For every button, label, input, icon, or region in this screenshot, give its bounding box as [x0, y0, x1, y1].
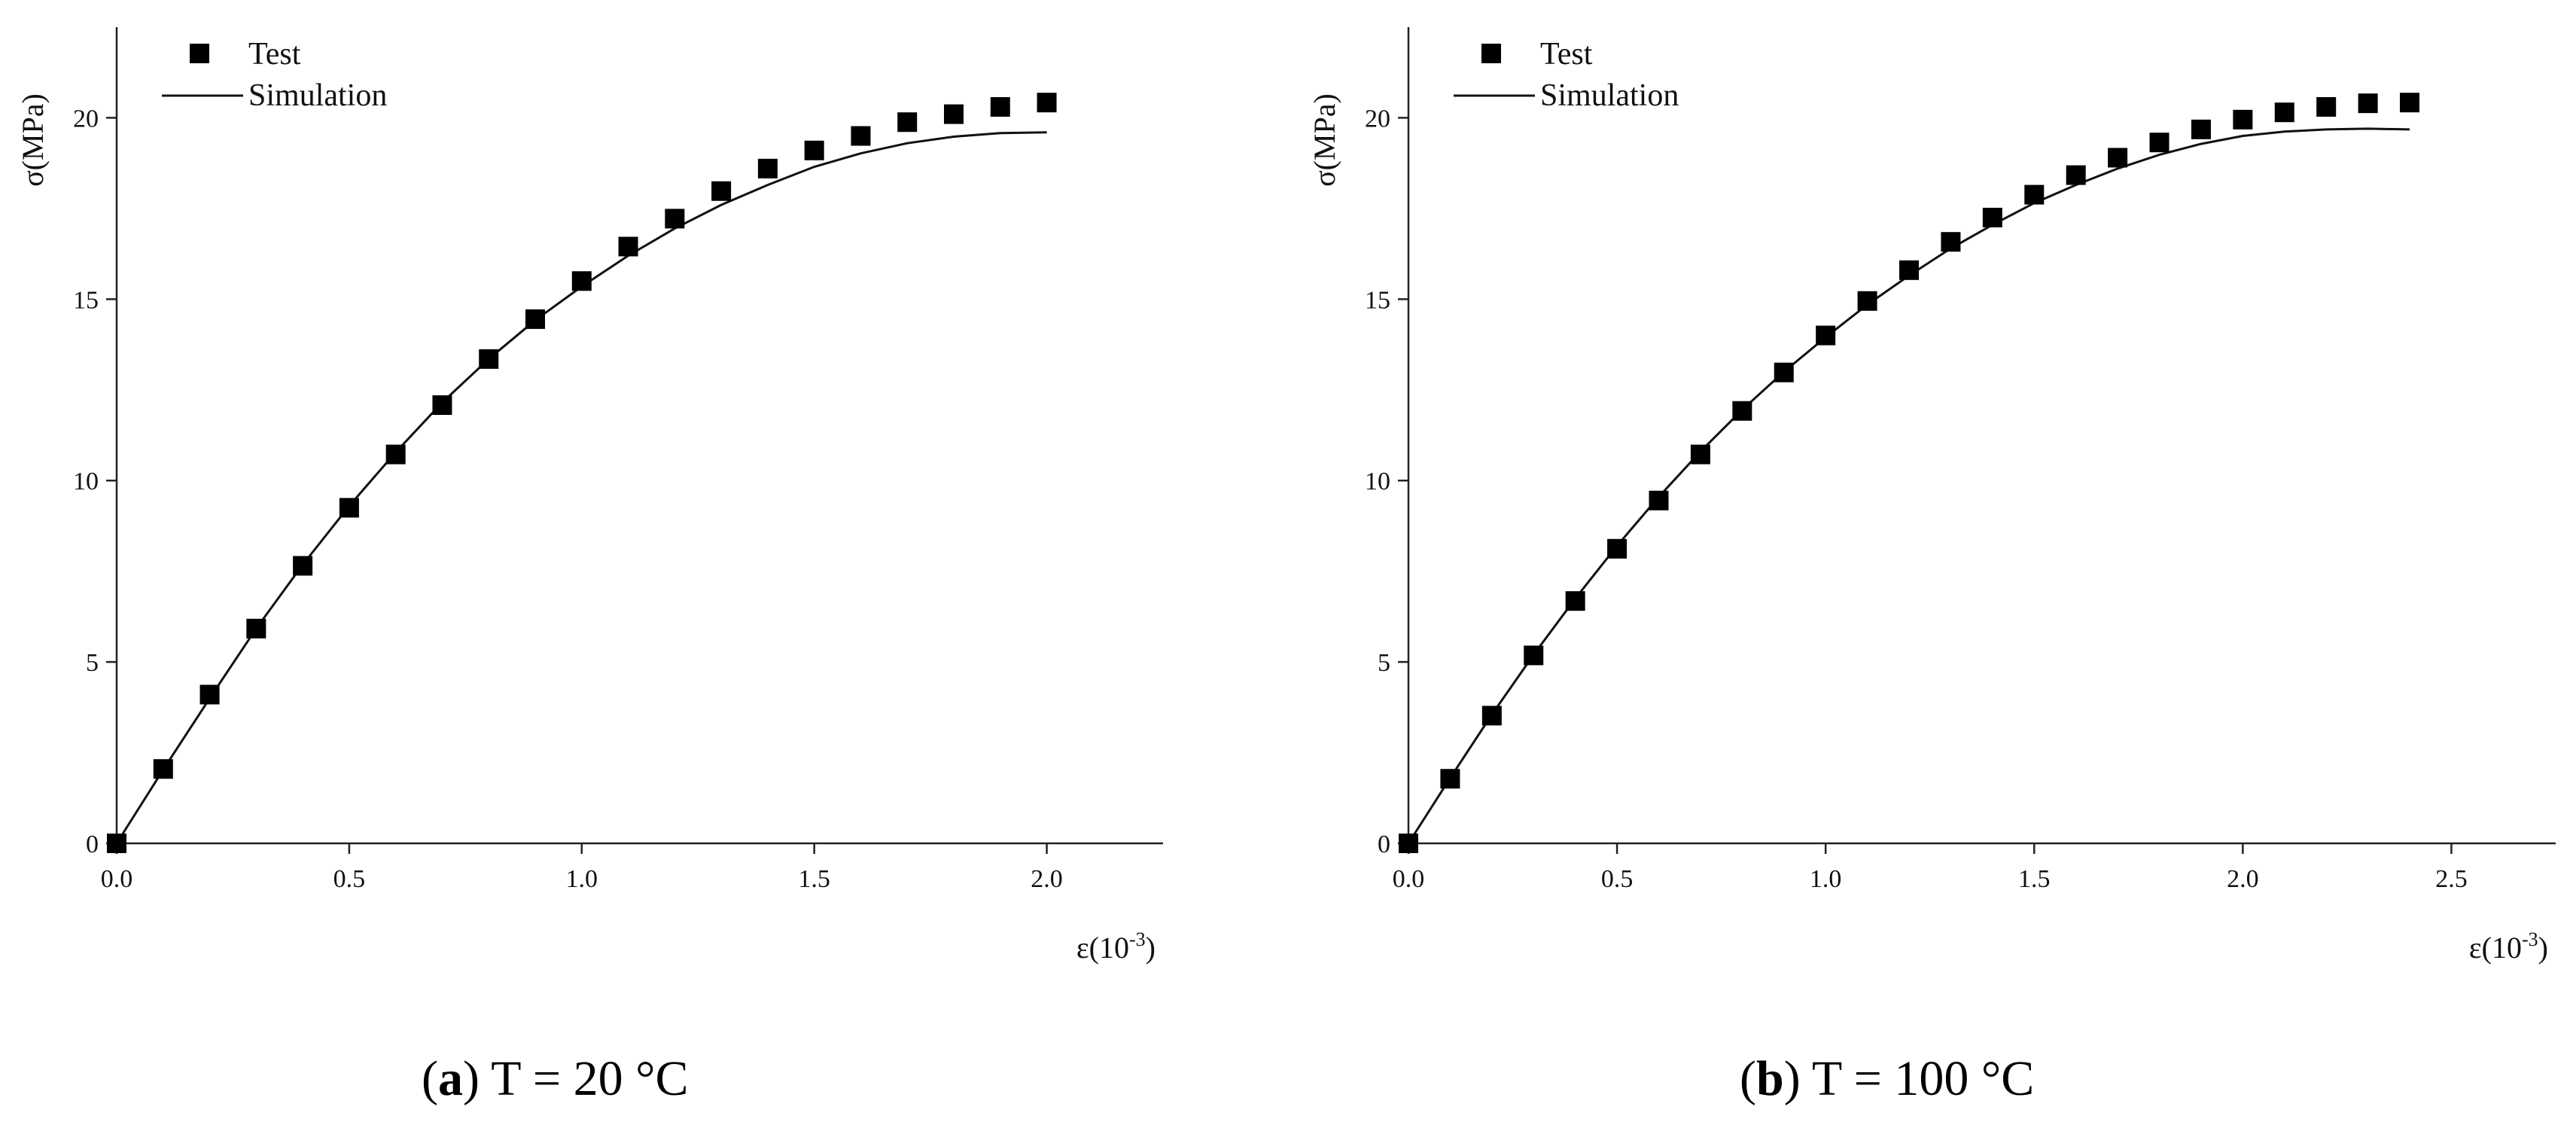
chart-b-test-point — [1399, 834, 1418, 853]
chart-b-legend-simulation-label: Simulation — [1540, 78, 1679, 113]
chart-a-test-point — [804, 140, 824, 160]
chart-b-y-tick-label: 5 — [1378, 649, 1390, 677]
chart-panel-a: 0.0 0.5 1.0 1.5 2.0 0 5 10 15 20 σ(MPa) ε(10-3) Test… — [16, 27, 1163, 1106]
chart-b-test-point — [1857, 291, 1877, 311]
chart-a-test-point — [199, 684, 220, 705]
chart-b-test-point — [2024, 184, 2045, 205]
chart-b-test-point — [1607, 538, 1628, 559]
chart-b-test-point — [2358, 93, 2378, 114]
chart-a-legend-simulation-label: Simulation — [248, 78, 387, 113]
chart-a-test-point — [385, 444, 406, 465]
chart-a-test-point — [293, 556, 313, 576]
caption-b: (b) T = 100 °C — [1740, 1051, 2035, 1106]
chart-a-svg: 0.0 0.5 1.0 1.5 2.0 0 5 10 15 20 σ(MPa) ε(10-3) Test… — [16, 27, 1163, 965]
chart-b-legend-test-marker — [1481, 44, 1501, 63]
chart-b-y-tick-label: 0 — [1378, 831, 1390, 858]
chart-b-test-point — [1649, 490, 1669, 511]
chart-b-legend-test-label: Test — [1540, 37, 1593, 72]
chart-a-legend-test-label: Test — [248, 37, 301, 72]
chart-b-test-point — [1899, 260, 1920, 280]
chart-b-x-tick-label: 1.5 — [2018, 865, 2051, 893]
chart-a-y-tick-label: 0 — [86, 831, 99, 858]
chart-b-y-tick-label: 15 — [1365, 286, 1390, 314]
chart-a-test-point — [897, 112, 918, 133]
chart-b-x-tick-label: 0.5 — [1601, 865, 1634, 893]
chart-a-y-tick-label: 20 — [73, 105, 99, 133]
caption-a: (a) T = 20 °C — [422, 1051, 689, 1106]
chart-b-test-point — [1941, 232, 1961, 252]
chart-b-test-point — [2149, 133, 2170, 153]
chart-b-test-point — [2274, 102, 2294, 123]
chart-b-test-point — [2191, 119, 2211, 139]
caption-b-label: b — [1755, 1051, 1784, 1106]
chart-a-simulation-line — [115, 131, 1047, 844]
chart-b-svg: 0.0 0.5 1.0 1.5 2.0 2.5 0 5 10 15 20 σ(MPa) ε(10-3) T… — [1308, 27, 2556, 965]
chart-a-test-point — [571, 271, 592, 291]
chart-b-x-tick-label: 2.0 — [2227, 865, 2259, 893]
chart-panel-b: 0.0 0.5 1.0 1.5 2.0 2.5 0 5 10 15 20 σ(MPa) ε(10-3) T… — [1288, 0, 2576, 1137]
chart-b-test-point — [2066, 165, 2086, 185]
chart-b-test-point — [2400, 93, 2420, 113]
chart-b-x-tick-label: 0.0 — [1393, 865, 1425, 893]
chart-a-test-point — [665, 209, 685, 229]
chart-b-y-tick-label: 20 — [1365, 105, 1390, 133]
chart-a-test-point — [339, 498, 359, 518]
chart-b-test-point — [2108, 148, 2128, 168]
chart-b-test-point — [1774, 362, 1794, 383]
chart-a-x-tick-label: 0.5 — [333, 865, 366, 893]
chart-a-test-point — [711, 181, 732, 201]
chart-a-test-point — [107, 834, 126, 853]
chart-b-y-axis-title: σ(MPa) — [1308, 93, 1341, 187]
chart-b-test-point — [1690, 444, 1710, 465]
chart-b-test-point — [1982, 207, 2002, 227]
chart-a-y-tick-label: 15 — [73, 286, 99, 314]
chart-a-test-point — [944, 104, 964, 124]
chart-b-x-tick-label: 2.5 — [2435, 865, 2468, 893]
chart-b-test-point — [1481, 706, 1502, 726]
chart-a-y-tick-label: 5 — [86, 649, 99, 677]
caption-b-text: T = 100 °C — [1812, 1051, 2035, 1106]
chart-a-test-point — [432, 395, 452, 416]
caption-a-text: T = 20 °C — [491, 1051, 689, 1106]
chart-a-y-tick-label: 10 — [73, 468, 99, 495]
chart-a-test-point — [1037, 93, 1057, 113]
chart-b-y-tick-label: 10 — [1365, 468, 1390, 495]
chart-b-test-point — [1440, 769, 1460, 789]
chart-a-test-point — [990, 96, 1010, 117]
chart-b-test-point — [2233, 109, 2253, 130]
chart-b-test-point — [1565, 591, 1585, 611]
chart-a-test-point — [757, 158, 778, 178]
chart-b-test-point — [1732, 401, 1752, 421]
chart-a-test-point — [479, 349, 499, 369]
chart-b-test-point — [2316, 96, 2337, 117]
chart-a-test-point — [153, 759, 173, 779]
chart-a-test-point — [246, 618, 266, 639]
chart-a-test-point — [851, 126, 871, 146]
caption-a-label: a — [437, 1051, 463, 1106]
chart-a-y-axis-title: σ(MPa) — [16, 93, 50, 187]
chart-b-x-axis-title: ε(10-3) — [2469, 928, 2548, 965]
chart-a-x-tick-label: 1.0 — [566, 865, 598, 893]
chart-a-test-point — [525, 309, 545, 329]
chart-a-legend-test-marker — [190, 44, 209, 63]
chart-a-x-tick-label: 0.0 — [101, 865, 133, 893]
chart-a-x-tick-label: 2.0 — [1031, 865, 1063, 893]
chart-b-x-tick-label: 1.0 — [1810, 865, 1842, 893]
chart-b-test-point — [1524, 645, 1544, 666]
chart-b-simulation-line — [1407, 127, 2410, 844]
chart-a-x-tick-label: 1.5 — [798, 865, 830, 893]
chart-b-test-point — [1816, 325, 1836, 346]
chart-a-x-axis-title: ε(10-3) — [1076, 928, 1156, 965]
chart-a-test-point — [618, 236, 638, 257]
